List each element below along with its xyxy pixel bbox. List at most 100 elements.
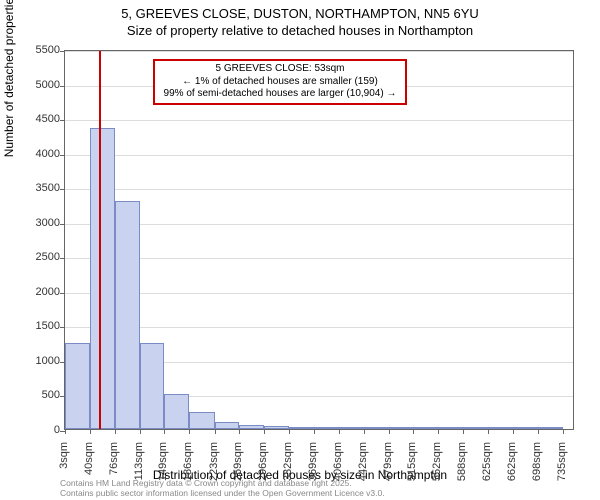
ytick-mark <box>60 86 65 87</box>
xtick-label: 406sqm <box>332 442 344 492</box>
histogram-bar <box>189 412 214 429</box>
xtick-mark <box>413 429 414 434</box>
gridline <box>65 258 573 259</box>
ytick-mark <box>60 51 65 52</box>
histogram-bar <box>389 427 413 429</box>
ytick-mark <box>60 293 65 294</box>
xtick-mark <box>65 429 66 434</box>
xtick-label: 3sqm <box>58 442 70 492</box>
xtick-mark <box>314 429 315 434</box>
histogram-bar <box>140 343 164 429</box>
histogram-bar <box>488 427 513 429</box>
histogram-bar <box>115 201 140 429</box>
xtick-label: 479sqm <box>382 442 394 492</box>
histogram-bar <box>215 422 239 429</box>
xtick-label: 332sqm <box>282 442 294 492</box>
ytick-label: 4500 <box>10 113 60 125</box>
ytick-label: 3000 <box>10 217 60 229</box>
ytick-label: 2500 <box>10 251 60 263</box>
xtick-label: 588sqm <box>456 442 468 492</box>
title-line-1: 5, GREEVES CLOSE, DUSTON, NORTHAMPTON, N… <box>0 6 600 23</box>
gridline <box>65 155 573 156</box>
histogram-bar <box>364 427 389 429</box>
ytick-mark <box>60 189 65 190</box>
ytick-label: 1000 <box>10 355 60 367</box>
xtick-label: 515sqm <box>406 442 418 492</box>
gridline <box>65 189 573 190</box>
histogram-bar <box>289 427 314 429</box>
xtick-mark <box>140 429 141 434</box>
xtick-mark <box>463 429 464 434</box>
xtick-mark <box>389 429 390 434</box>
ytick-label: 1500 <box>10 320 60 332</box>
histogram-bar <box>463 427 488 429</box>
xtick-label: 698sqm <box>531 442 543 492</box>
ytick-mark <box>60 155 65 156</box>
gridline <box>65 293 573 294</box>
xtick-label: 259sqm <box>232 442 244 492</box>
xtick-mark <box>538 429 539 434</box>
chart-title: 5, GREEVES CLOSE, DUSTON, NORTHAMPTON, N… <box>0 0 600 40</box>
histogram-bar <box>239 425 264 429</box>
xtick-label: 76sqm <box>108 442 120 492</box>
xtick-mark <box>438 429 439 434</box>
chart-container: 5, GREEVES CLOSE, DUSTON, NORTHAMPTON, N… <box>0 0 600 500</box>
xtick-label: 735sqm <box>556 442 568 492</box>
histogram-bar <box>164 394 189 429</box>
ytick-label: 5500 <box>10 44 60 56</box>
xtick-label: 149sqm <box>157 442 169 492</box>
histogram-bar <box>314 427 339 429</box>
ytick-label: 3500 <box>10 182 60 194</box>
xtick-label: 113sqm <box>133 442 145 492</box>
gridline <box>65 51 573 52</box>
xtick-mark <box>289 429 290 434</box>
callout-box: 5 GREEVES CLOSE: 53sqm ← 1% of detached … <box>153 59 407 105</box>
xtick-mark <box>364 429 365 434</box>
gridline <box>65 327 573 328</box>
histogram-bar <box>513 427 537 429</box>
xtick-mark <box>339 429 340 434</box>
ytick-label: 4000 <box>10 148 60 160</box>
xtick-mark <box>264 429 265 434</box>
ytick-mark <box>60 327 65 328</box>
xtick-mark <box>189 429 190 434</box>
xtick-mark <box>115 429 116 434</box>
ytick-label: 2000 <box>10 286 60 298</box>
xtick-label: 625sqm <box>481 442 493 492</box>
ytick-label: 5000 <box>10 79 60 91</box>
histogram-bar <box>413 427 438 429</box>
histogram-bar <box>339 427 363 429</box>
xtick-label: 223sqm <box>208 442 220 492</box>
histogram-bar <box>65 343 90 429</box>
plot-area: 5 GREEVES CLOSE: 53sqm ← 1% of detached … <box>64 50 574 430</box>
ytick-mark <box>60 120 65 121</box>
histogram-bar <box>538 427 563 429</box>
ytick-label: 0 <box>10 424 60 436</box>
callout-line-1: 5 GREEVES CLOSE: 53sqm <box>159 63 401 76</box>
xtick-label: 40sqm <box>83 442 95 492</box>
histogram-bar <box>90 128 114 429</box>
histogram-bar <box>438 427 462 429</box>
xtick-mark <box>488 429 489 434</box>
xtick-mark <box>563 429 564 434</box>
title-line-2: Size of property relative to detached ho… <box>0 23 600 40</box>
xtick-mark <box>164 429 165 434</box>
ytick-mark <box>60 258 65 259</box>
histogram-bar <box>264 426 288 429</box>
xtick-label: 296sqm <box>257 442 269 492</box>
xtick-label: 186sqm <box>182 442 194 492</box>
xtick-label: 552sqm <box>431 442 443 492</box>
reference-marker-line <box>99 51 101 429</box>
gridline <box>65 120 573 121</box>
callout-line-2: ← 1% of detached houses are smaller (159… <box>159 76 401 89</box>
gridline <box>65 224 573 225</box>
xtick-mark <box>90 429 91 434</box>
xtick-mark <box>239 429 240 434</box>
ytick-label: 500 <box>10 389 60 401</box>
xtick-mark <box>215 429 216 434</box>
xtick-label: 662sqm <box>506 442 518 492</box>
xtick-label: 369sqm <box>307 442 319 492</box>
xtick-mark <box>513 429 514 434</box>
ytick-mark <box>60 224 65 225</box>
callout-line-3: 99% of semi-detached houses are larger (… <box>159 88 401 101</box>
